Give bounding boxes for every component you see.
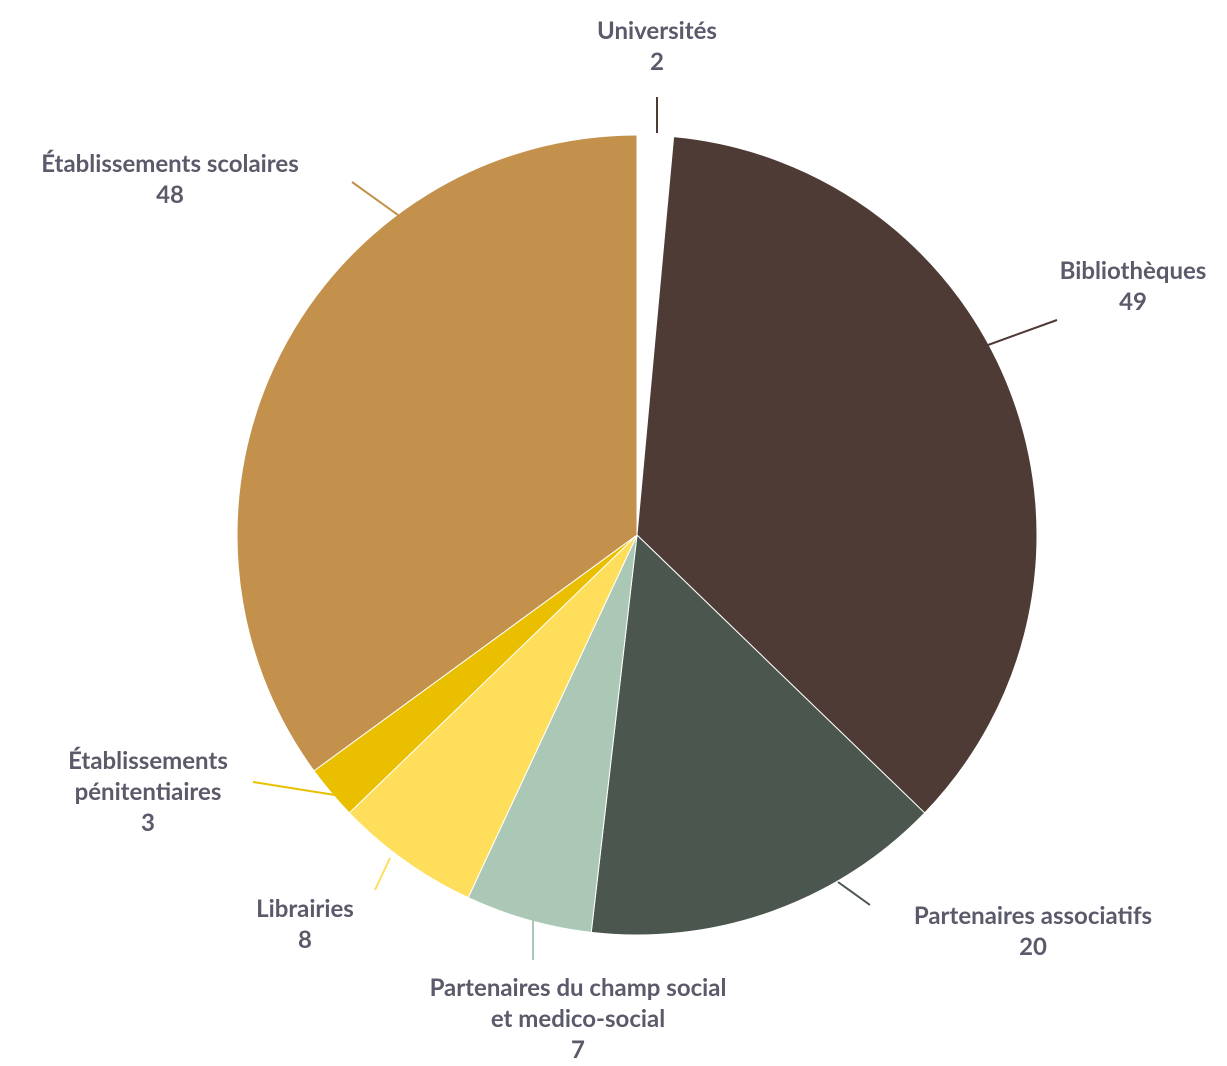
value-label: 3 <box>141 808 155 837</box>
slice-label: Bibliothèques 49 <box>1023 255 1227 317</box>
slice-label: Partenaires du champ social et medico-so… <box>418 972 738 1065</box>
leader-line <box>351 181 399 216</box>
category-label: Universités <box>597 16 717 45</box>
pie-slice <box>590 533 926 936</box>
slice-label: Librairies 8 <box>205 893 405 955</box>
leader-line <box>837 881 871 906</box>
value-label: 2 <box>650 47 664 76</box>
value-label: 49 <box>1119 287 1147 316</box>
category-label: Établissements scolaires <box>41 149 299 178</box>
slice-label: Établissements pénitentiaires 3 <box>33 745 263 838</box>
value-label: 7 <box>571 1035 585 1064</box>
slice-label: Universités 2 <box>507 15 807 77</box>
leader-line <box>987 319 1058 346</box>
leader-line <box>374 857 391 891</box>
category-label: Partenaires du champ social et medico-so… <box>429 973 727 1033</box>
leader-line <box>252 781 336 796</box>
value-label: 20 <box>1019 932 1047 961</box>
slice-label: Partenaires associatifs 20 <box>873 900 1193 962</box>
category-label: Bibliothèques <box>1059 256 1207 285</box>
category-label: Partenaires associatifs <box>913 901 1153 930</box>
category-label: Librairies <box>256 894 354 923</box>
category-label: Établissements pénitentiaires <box>68 746 228 806</box>
value-label: 8 <box>298 925 312 954</box>
pie-slice <box>236 134 638 772</box>
pie-slice <box>636 136 1038 814</box>
slice-label: Établissements scolaires 48 <box>0 148 340 210</box>
pie-slice <box>348 534 638 899</box>
value-label: 48 <box>156 180 184 209</box>
